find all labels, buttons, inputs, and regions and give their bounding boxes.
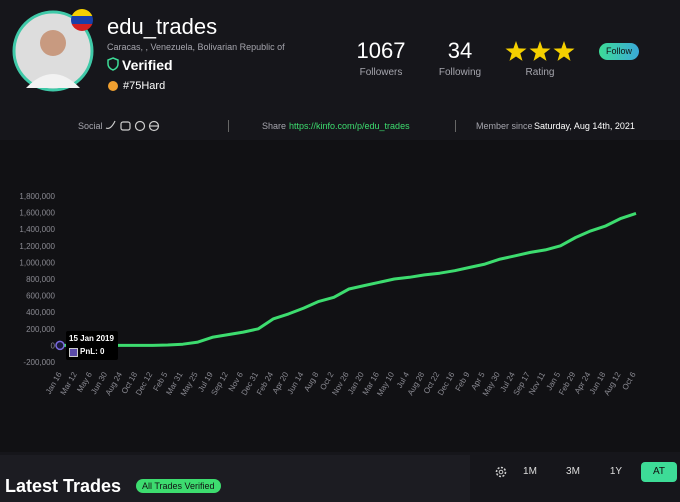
x-tick-label: Oct 6 (620, 370, 638, 392)
x-tick-label: Feb 9 (454, 370, 472, 393)
tooltip-text: PnL: 0 (80, 347, 105, 356)
flag (71, 9, 93, 31)
shield-icon (107, 57, 119, 71)
y-tick-label: 0 (51, 341, 56, 350)
followers-count: 1067 (356, 38, 406, 63)
chart-panel (0, 140, 680, 452)
social-icons[interactable] (105, 120, 161, 132)
y-tick-label: 1,000,000 (19, 258, 55, 267)
x-tick-label: Aug 8 (302, 370, 321, 393)
range-button[interactable]: AT (641, 462, 677, 482)
verified-badge: All Trades Verified (136, 479, 221, 493)
y-tick-label: 1,200,000 (19, 242, 55, 251)
tag-icon (108, 81, 118, 91)
star (529, 41, 551, 61)
settings-icon[interactable] (494, 465, 508, 479)
range-button[interactable]: 1Y (609, 466, 623, 477)
follow-button[interactable]: Follow (599, 43, 639, 60)
x-tick-label: Jun 14 (286, 370, 306, 396)
username: edu_trades (107, 14, 218, 39)
chart: -200,000 0 200,000 400,000 600,000 800,000 1,0… (19, 192, 638, 398)
star (505, 41, 527, 61)
range-button[interactable]: 1M (523, 466, 537, 477)
y-tick-label: -200,000 (23, 358, 55, 367)
social-label: Social (78, 121, 103, 131)
range-button[interactable]: 3M (566, 466, 580, 477)
tag: #75Hard (123, 80, 166, 92)
hover-point (55, 340, 65, 351)
y-tick-label: 600,000 (26, 292, 55, 301)
y-tick-label: 200,000 (26, 325, 55, 334)
location: Caracas, , Venezuela, Bolivarian Republi… (107, 42, 285, 52)
rating-label: Rating (525, 67, 555, 78)
tooltip-date: 15 Jan 2019 (69, 334, 114, 343)
followers-label: Followers (359, 67, 403, 78)
y-tick-label: 1,400,000 (19, 225, 55, 234)
avatar[interactable] (12, 10, 94, 92)
verified-label: Verified (122, 57, 173, 73)
rating-stars (505, 41, 575, 61)
following-label: Following (438, 67, 482, 78)
separator (228, 120, 229, 132)
y-tick-label: 800,000 (26, 275, 55, 284)
member-label: Member since (476, 121, 533, 131)
line-series (62, 211, 637, 347)
trades-panel (0, 455, 470, 502)
star (553, 41, 575, 61)
tooltip-swatch (69, 348, 78, 357)
section-title: Latest Trades (5, 476, 122, 496)
member-date: Saturday, Aug 14th, 2021 (534, 121, 635, 131)
separator (455, 120, 456, 132)
share-label: Share (262, 121, 287, 131)
y-tick-label: 1,600,000 (19, 209, 55, 218)
y-tick-label: 400,000 (26, 308, 55, 317)
following-count: 34 (447, 38, 473, 63)
y-tick-label: 1,800,000 (19, 192, 55, 201)
share-url[interactable]: https://kinfo.com/p/edu_trades (289, 121, 410, 131)
